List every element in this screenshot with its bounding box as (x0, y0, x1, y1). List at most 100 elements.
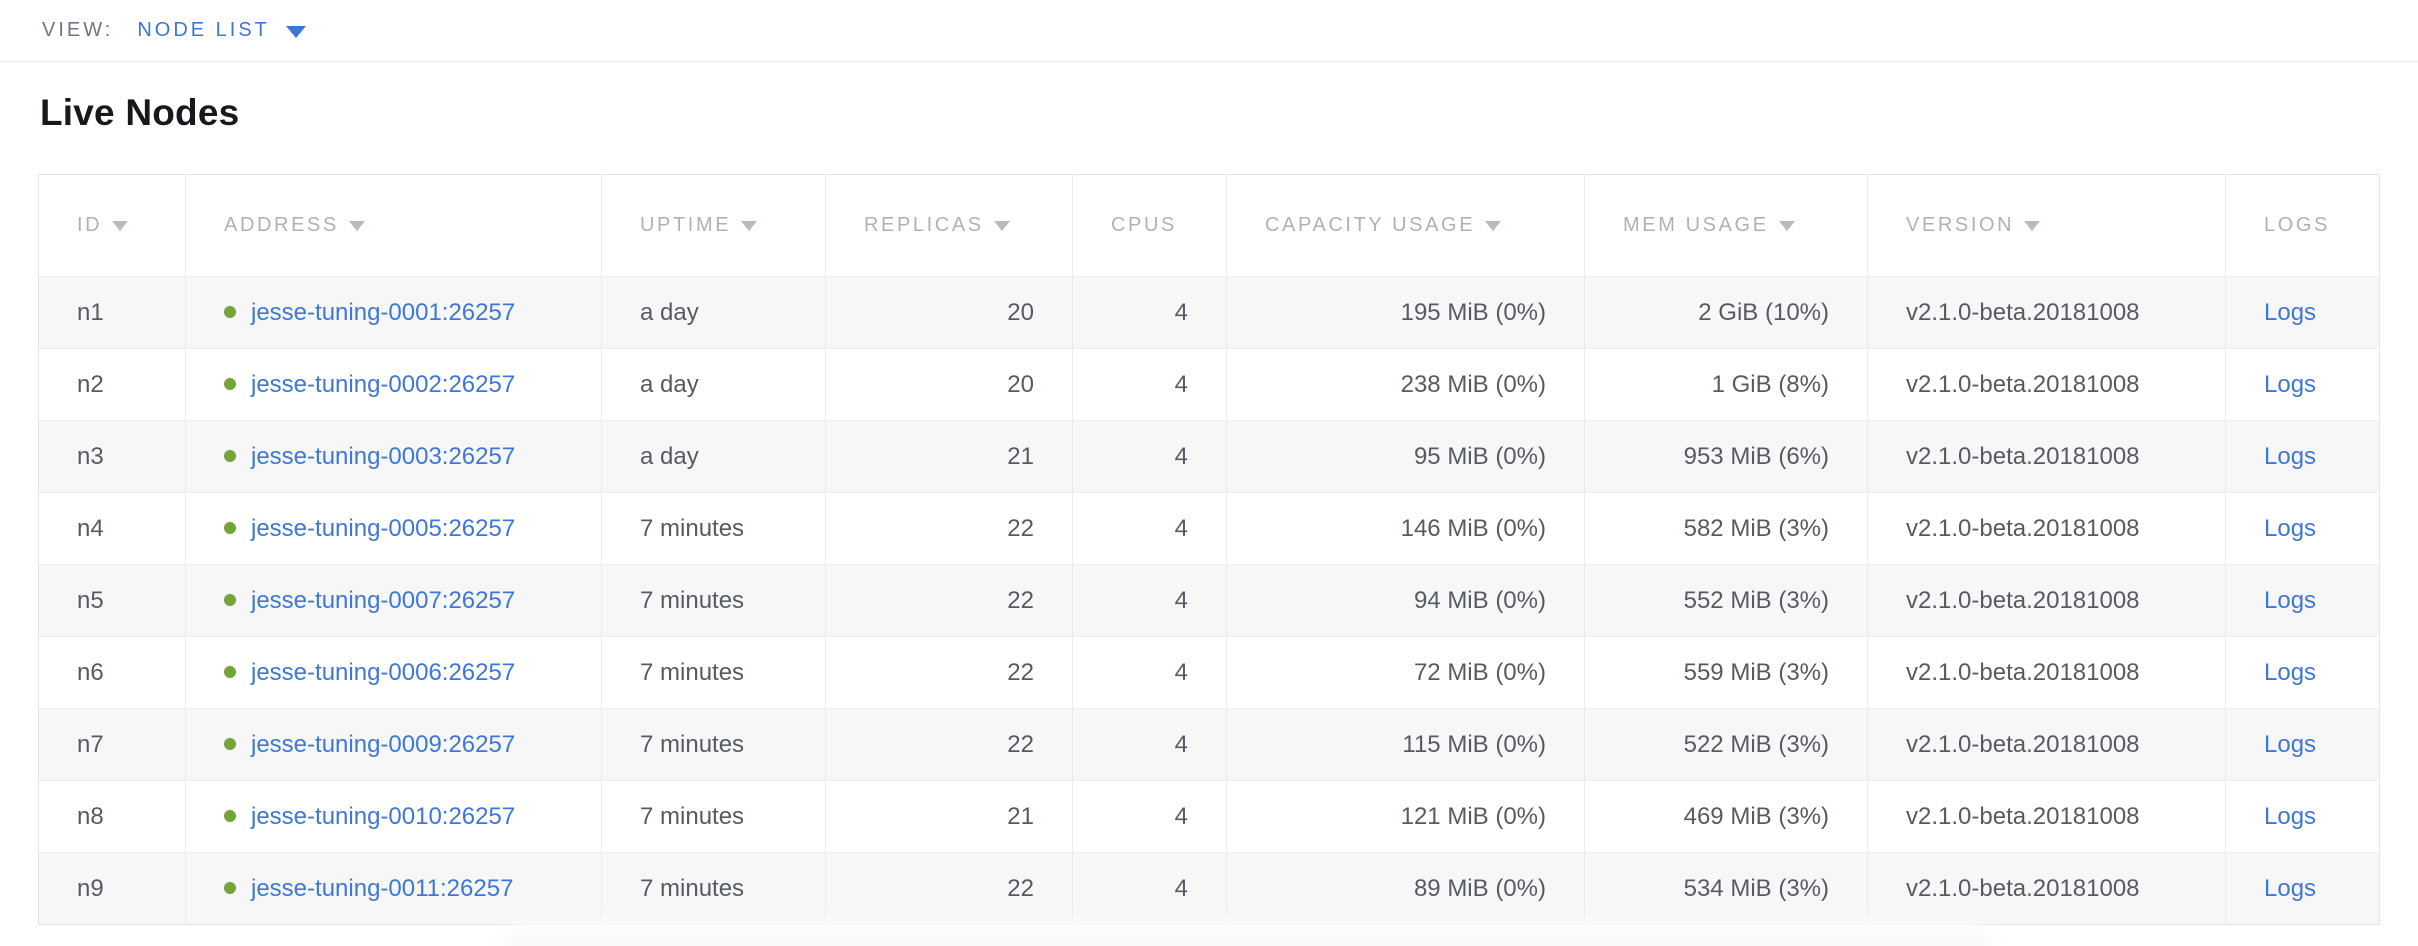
node-live-status-icon (224, 377, 236, 390)
logs-link[interactable]: Logs (2264, 802, 2317, 830)
chevron-down-icon (285, 26, 306, 38)
sort-desc-icon (2024, 221, 2041, 231)
cell-mem: 559 MiB (3%) (1584, 636, 1868, 709)
cell-address: jesse-tuning-0010:26257 (185, 780, 602, 853)
cell-cpus: 4 (1072, 564, 1227, 637)
table-row: n6 jesse-tuning-0006:26257 7 minutes 22 4 72 … (38, 636, 2380, 709)
table-row: n5 jesse-tuning-0007:26257 7 minutes 22 4 94 … (38, 564, 2380, 637)
cell-version: v2.1.0-beta.20181008 (1867, 852, 2226, 925)
node-address-link[interactable]: jesse-tuning-0005:26257 (251, 514, 516, 542)
cell-cpus: 4 (1072, 636, 1227, 709)
node-address-link[interactable]: jesse-tuning-0001:26257 (251, 298, 516, 326)
cell-logs: Logs (2225, 348, 2380, 421)
cell-capacity: 115 MiB (0%) (1226, 708, 1585, 781)
column-header-mem[interactable]: MEM USAGE (1584, 174, 1868, 277)
view-label: VIEW: (42, 19, 114, 41)
page-title: Live Nodes (40, 92, 240, 133)
column-header-capacity[interactable]: CAPACITY USAGE (1226, 174, 1585, 277)
column-header-label: REPLICAS (864, 214, 984, 236)
logs-link[interactable]: Logs (2264, 730, 2317, 758)
column-header-replicas[interactable]: REPLICAS (825, 174, 1073, 277)
cell-logs: Logs (2225, 276, 2380, 349)
column-header-uptime[interactable]: UPTIME (601, 174, 826, 277)
node-address-link[interactable]: jesse-tuning-0011:26257 (251, 874, 514, 902)
column-header-label: CPUS (1111, 214, 1177, 236)
logs-link[interactable]: Logs (2264, 514, 2317, 542)
logs-link[interactable]: Logs (2264, 874, 2317, 902)
cell-version: v2.1.0-beta.20181008 (1867, 492, 2226, 565)
logs-link[interactable]: Logs (2264, 298, 2317, 326)
cell-cpus: 4 (1072, 420, 1227, 493)
cell-uptime: 7 minutes (601, 780, 826, 853)
sort-desc-icon (1485, 221, 1502, 231)
cell-cpus: 4 (1072, 708, 1227, 781)
node-address-link[interactable]: jesse-tuning-0010:26257 (251, 802, 516, 830)
cell-version: v2.1.0-beta.20181008 (1867, 420, 2226, 493)
column-header-label: VERSION (1906, 214, 2015, 236)
cell-logs: Logs (2225, 852, 2380, 925)
sort-desc-icon (112, 221, 129, 231)
node-address-link[interactable]: jesse-tuning-0002:26257 (251, 370, 516, 398)
table-row: n4 jesse-tuning-0005:26257 7 minutes 22 4 146… (38, 492, 2380, 565)
node-live-status-icon (224, 881, 236, 894)
cell-capacity: 95 MiB (0%) (1226, 420, 1585, 493)
logs-link[interactable]: Logs (2264, 586, 2317, 614)
cell-mem: 1 GiB (8%) (1584, 348, 1868, 421)
cell-version: v2.1.0-beta.20181008 (1867, 780, 2226, 853)
cell-id: n5 (77, 586, 104, 614)
column-header-label: ADDRESS (224, 214, 339, 236)
cell-mem: 534 MiB (3%) (1584, 852, 1868, 925)
cell-replicas: 20 (825, 348, 1073, 421)
cell-mem: 953 MiB (6%) (1584, 420, 1868, 493)
cell-id: n2 (77, 370, 104, 398)
cell-uptime: a day (601, 276, 826, 349)
logs-link[interactable]: Logs (2264, 658, 2317, 686)
cell-version: v2.1.0-beta.20181008 (1867, 276, 2226, 349)
cell-capacity: 94 MiB (0%) (1226, 564, 1585, 637)
column-header-label: MEM USAGE (1623, 214, 1769, 236)
cell-cpus: 4 (1072, 276, 1227, 349)
cell-cpus: 4 (1072, 852, 1227, 925)
column-header-address[interactable]: ADDRESS (185, 174, 602, 277)
column-header-id[interactable]: ID (38, 174, 186, 277)
column-header-version[interactable]: VERSION (1867, 174, 2226, 277)
cell-id: n4 (77, 514, 104, 542)
cell-address: jesse-tuning-0006:26257 (185, 636, 602, 709)
node-address-link[interactable]: jesse-tuning-0003:26257 (251, 442, 516, 470)
cell-version: v2.1.0-beta.20181008 (1867, 348, 2226, 421)
cell-replicas: 22 (825, 564, 1073, 637)
cell-replicas: 22 (825, 492, 1073, 565)
live-nodes-table: ID ADDRESS UPTIME REPLICAS CPUS CAPACITY USAG… (38, 174, 2380, 925)
cell-address: jesse-tuning-0007:26257 (185, 564, 602, 637)
node-live-status-icon (224, 809, 236, 822)
node-address-link[interactable]: jesse-tuning-0006:26257 (251, 658, 516, 686)
node-live-status-icon (224, 593, 236, 606)
cell-id: n1 (77, 298, 104, 326)
cell-address: jesse-tuning-0011:26257 (185, 852, 602, 925)
node-address-link[interactable]: jesse-tuning-0009:26257 (251, 730, 516, 758)
cell-replicas: 21 (825, 420, 1073, 493)
table-row: n9 jesse-tuning-0011:26257 7 minutes 22 4 89 … (38, 852, 2380, 925)
view-bar: VIEW: NODE LIST (0, 0, 2418, 62)
cell-id: n6 (77, 658, 104, 686)
cell-replicas: 22 (825, 852, 1073, 925)
node-live-status-icon (224, 305, 236, 318)
cell-id: n7 (77, 730, 104, 758)
table-row: n8 jesse-tuning-0010:26257 7 minutes 21 4 121… (38, 780, 2380, 853)
cell-capacity: 146 MiB (0%) (1226, 492, 1585, 565)
cell-uptime: 7 minutes (601, 492, 826, 565)
column-header-label: LOGS (2264, 214, 2330, 236)
sort-desc-icon (348, 221, 365, 231)
column-header-label: ID (77, 214, 103, 236)
node-address-link[interactable]: jesse-tuning-0007:26257 (251, 586, 516, 614)
cell-cpus: 4 (1072, 348, 1227, 421)
cell-address: jesse-tuning-0002:26257 (185, 348, 602, 421)
cell-logs: Logs (2225, 564, 2380, 637)
cell-logs: Logs (2225, 708, 2380, 781)
logs-link[interactable]: Logs (2264, 442, 2317, 470)
node-live-status-icon (224, 737, 236, 750)
view-mode-dropdown[interactable]: NODE LIST (137, 19, 306, 42)
table-row: n7 jesse-tuning-0009:26257 7 minutes 22 4 115… (38, 708, 2380, 781)
logs-link[interactable]: Logs (2264, 370, 2317, 398)
cell-uptime: 7 minutes (601, 564, 826, 637)
